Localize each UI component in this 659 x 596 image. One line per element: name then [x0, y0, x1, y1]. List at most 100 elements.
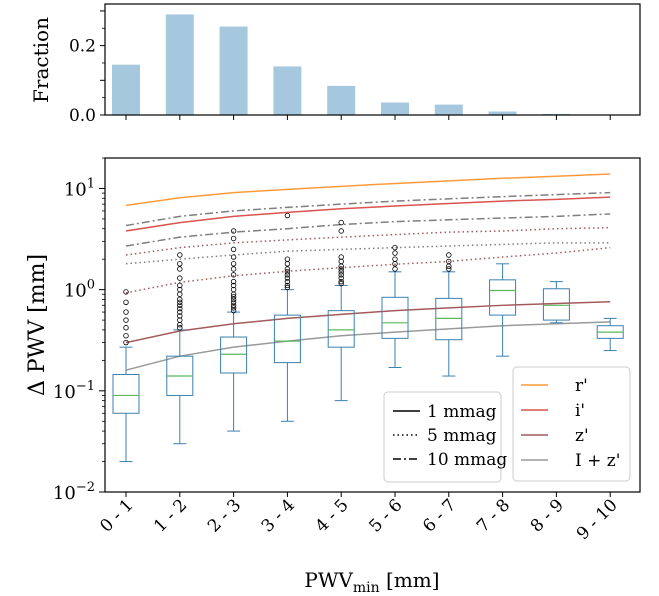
bottom-y-tick-label: 101: [64, 176, 95, 200]
box-outlier: [284, 278, 291, 285]
box-outlier: [230, 282, 237, 289]
top-plot-frame: [104, 3, 641, 116]
box-outlier: [123, 317, 129, 323]
box-outlier: [177, 261, 183, 267]
box-outlier: [446, 266, 452, 272]
box-body: [542, 288, 570, 321]
box-outlier: [284, 266, 291, 272]
box-outlier: [230, 254, 237, 260]
box-outlier: [230, 302, 237, 309]
precision-curve: [125, 196, 611, 232]
box-body: [381, 296, 409, 339]
bottom-x-tick-label: 5 - 6: [365, 495, 406, 536]
filter-legend-frame: [512, 366, 631, 482]
box-body: [112, 373, 140, 414]
bottom-x-ticks: 0 - 1 1 - 2 2 - 3 3 - 4 4 - 5 5 - 6 6 - 7 7 - 8…: [96, 492, 622, 544]
filter-legend-label: I + z': [575, 451, 620, 471]
box-outlier: [230, 228, 237, 234]
box-outlier: [177, 252, 183, 258]
bottom-x-tick-label: 1 - 2: [150, 495, 191, 536]
box-outlier: [446, 252, 452, 258]
precision-curve: [125, 300, 611, 344]
bottom-x-tick-label: 3 - 4: [258, 495, 299, 536]
fraction-bar: [273, 66, 302, 115]
top-x-ticks: [125, 115, 611, 120]
box-outlier: [338, 278, 344, 285]
box-outlier: [230, 299, 237, 305]
box-outlier: [123, 339, 129, 346]
fraction-bar: [488, 111, 517, 115]
box-outlier: [177, 317, 183, 323]
box-outlier: [123, 309, 129, 315]
bottom-x-axis-label: PWVmin [mm]: [304, 568, 439, 596]
bottom-y-tick-label: 100: [64, 278, 95, 302]
box-outlier: [230, 266, 237, 272]
fraction-bar: [327, 85, 356, 115]
box-body: [273, 314, 301, 364]
box-outlier: [177, 282, 183, 289]
box-outlier: [177, 313, 183, 319]
box-outlier: [123, 299, 129, 305]
box-outlier: [392, 256, 398, 262]
box-outlier: [123, 333, 129, 339]
boxplots: [112, 212, 624, 463]
boxplot: [596, 317, 624, 352]
line-style-legend-label: 1 mmag: [427, 402, 497, 422]
boxplot: [489, 263, 517, 357]
box-outlier: [230, 305, 237, 311]
box-outlier: [177, 286, 183, 293]
bottom-y-tick-label: 10−2: [53, 480, 95, 504]
box-outlier: [446, 258, 452, 265]
box-outlier: [177, 322, 183, 328]
bottom-x-tick-label: 6 - 7: [419, 495, 460, 536]
precision-curve: [125, 226, 611, 256]
precision-curve: [125, 321, 611, 371]
box-outlier: [177, 302, 183, 309]
bottom-x-tick-label: 8 - 9: [527, 495, 568, 536]
box-outlier: [338, 280, 344, 287]
box-outlier: [230, 296, 237, 303]
fraction-bar: [165, 14, 194, 115]
delta-pwv-boxplot-panel: 10−2 10−1 100 101 0 - 1 1 - 2 2 - 3 3 - 4 4 - 5…: [25, 157, 641, 596]
boxplot: [273, 212, 301, 422]
bottom-y-tick-label: 10−1: [53, 379, 95, 403]
box-outlier: [177, 325, 183, 331]
box-outlier: [177, 266, 183, 272]
bottom-plot-frame: [104, 157, 641, 493]
box-body: [489, 279, 517, 316]
box-outlier: [177, 299, 183, 305]
bottom-x-tick-label: 2 - 3: [204, 495, 245, 536]
filter-legend: r' i' z' I + z': [512, 366, 631, 482]
top-y-tick-label: 0.0: [69, 106, 96, 126]
top-y-tick-label: 0.2: [69, 37, 96, 57]
box-outlier: [177, 291, 183, 297]
box-outlier: [284, 269, 291, 275]
box-body: [435, 297, 463, 341]
box-outlier: [284, 284, 291, 291]
box-outlier: [392, 266, 398, 272]
box-outlier: [230, 246, 237, 253]
box-outlier: [230, 272, 237, 278]
bottom-x-tick-label: 9 - 10: [573, 495, 622, 544]
fraction-bar: [112, 64, 140, 115]
boxplot: [220, 228, 248, 432]
box-body: [220, 336, 248, 374]
box-outlier: [230, 307, 237, 314]
box-outlier: [230, 278, 237, 285]
box-outlier: [230, 286, 237, 293]
precision-curves: [125, 173, 611, 371]
box-outlier: [177, 296, 183, 303]
line-style-legend-label: 10 mmag: [427, 450, 507, 470]
box-outlier: [177, 309, 183, 315]
filter-legend-label: r': [575, 376, 588, 396]
boxplot: [112, 289, 140, 463]
bottom-y-ticks: 10−2 10−1 100 101: [53, 157, 105, 504]
filter-legend-label: i': [575, 401, 585, 421]
box-outlier: [230, 261, 237, 267]
precision-curve: [125, 246, 611, 294]
boxplot: [381, 244, 409, 369]
box-outlier: [284, 272, 291, 278]
top-y-axis-label: Fraction: [29, 17, 53, 103]
box-outlier: [392, 250, 398, 256]
